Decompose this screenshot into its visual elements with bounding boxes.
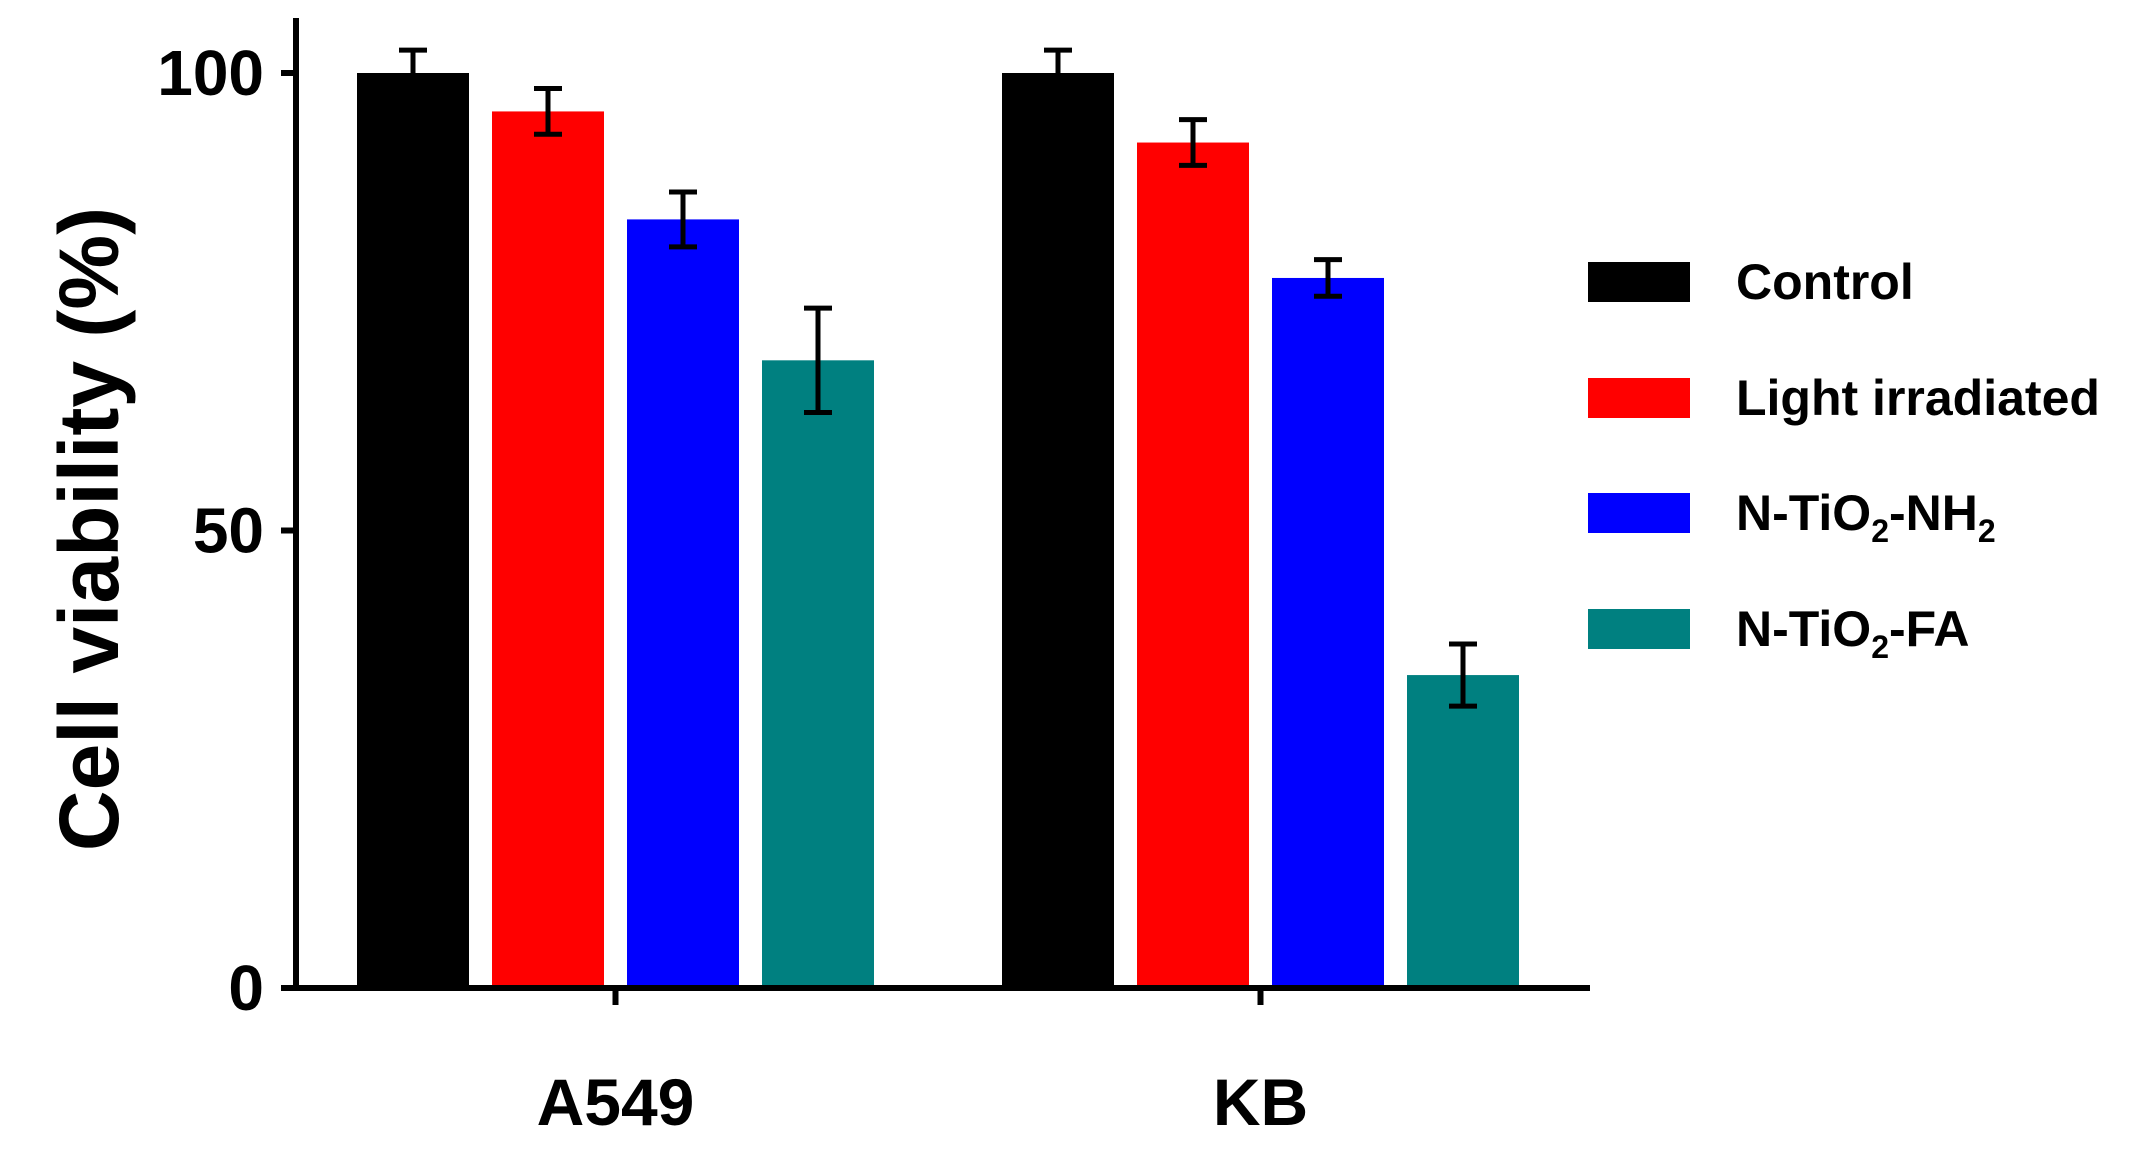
error-bar-a549-series-3 [804,305,832,415]
error-bar-kb-series-3 [1449,641,1477,709]
error-bar-kb-series-0 [1044,47,1072,99]
bar-kb-series-2 [1272,277,1384,989]
bar-a549-series-0 [357,73,469,988]
legend-label-3: N-TiO2-FA [1736,601,1970,665]
legend-swatch-1 [1588,378,1690,418]
legend-item-0: Control [1588,254,1914,310]
legend-item-3: N-TiO2-FA [1588,601,1970,665]
legend-label-0: Control [1736,254,1914,310]
error-bar-kb-series-1 [1179,117,1207,168]
bar-a549-series-1 [492,111,604,989]
legend-label-2: N-TiO2-NH2 [1736,485,1996,549]
error-bars-layer [399,47,1477,709]
error-bar-a549-series-0 [399,47,427,99]
x-tick-label-a549: A549 [537,1065,695,1139]
legend-label-1: Light irradiated [1736,370,2100,426]
bar-kb-series-1 [1137,142,1249,989]
y-tick-label-50: 50 [193,495,264,567]
error-bar-a549-series-1 [534,86,562,137]
x-tick-label-kb: KB [1213,1065,1308,1139]
bar-kb-series-0 [1002,73,1114,988]
y-tick-label-0: 0 [228,952,264,1024]
legend-swatch-0 [1588,262,1690,302]
bars-layer [357,73,1519,989]
bar-a549-series-3 [762,360,874,988]
y-axis-label: Cell viability (%) [42,207,136,851]
axes: 0 50 100 A549 KB Cell viability (%) [42,18,1590,1139]
error-bar-a549-series-2 [669,189,697,250]
bar-a549-series-2 [627,219,739,988]
y-tick-label-100: 100 [157,37,264,109]
legend-swatch-3 [1588,609,1690,649]
legend: Control Light irradiated N-TiO2-NH2 N-TiO2-… [1588,254,2100,665]
legend-swatch-2 [1588,493,1690,533]
legend-item-2: N-TiO2-NH2 [1588,485,1996,549]
bar-kb-series-3 [1407,675,1519,988]
error-bar-kb-series-2 [1314,257,1342,299]
legend-item-1: Light irradiated [1588,370,2100,426]
